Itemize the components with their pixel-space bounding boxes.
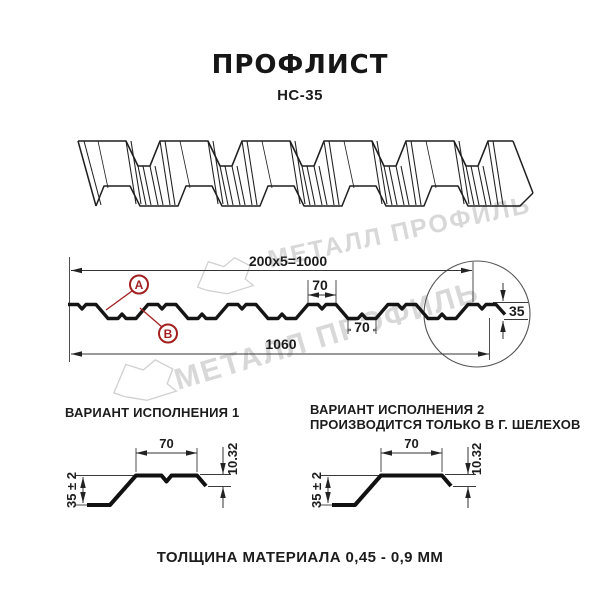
callout-a: А bbox=[105, 274, 149, 311]
dim-height: 35 bbox=[509, 303, 525, 319]
variant-dimension-lines bbox=[80, 447, 471, 508]
callout-a-leader bbox=[105, 290, 133, 311]
variant1-dim-top: 70 bbox=[159, 436, 173, 451]
variant-extension-lines bbox=[75, 448, 476, 506]
dimension-lines bbox=[71, 267, 506, 357]
variant1-title: ВАРИАНТ ИСПОЛНЕНИЯ 1 bbox=[65, 405, 240, 420]
callout-b-circle bbox=[158, 323, 178, 344]
callout-b-leader bbox=[139, 307, 163, 328]
variant1-dim-height: 35 ± 2 bbox=[64, 472, 79, 508]
profile-cross-section bbox=[68, 302, 507, 321]
variant1-profile bbox=[87, 473, 208, 507]
extension-lines bbox=[69, 257, 528, 362]
variant2-title: ВАРИАНТ ИСПОЛНЕНИЯ 2 ПРОИЗВОДИТСЯ ТОЛЬКО… bbox=[310, 402, 581, 432]
variant2-title-line2: ПРОИЗВОДИТСЯ ТОЛЬКО В Г. ШЕЛЕХОВ bbox=[310, 417, 581, 432]
sheet-3d-drawing bbox=[77, 140, 534, 207]
point-a-label: А bbox=[135, 278, 144, 292]
variant2-profile bbox=[332, 473, 453, 507]
variant-drawings: 70 35 ± 2 10.32 70 35 ± 2 10.32 bbox=[64, 436, 484, 508]
dim-overall-width: 1060 bbox=[265, 336, 296, 352]
variant2-dim-step: 10.32 bbox=[469, 443, 484, 476]
callout-b: В bbox=[139, 307, 178, 344]
dim-rib-top: 70 bbox=[312, 277, 328, 293]
variant2-title-line1: ВАРИАНТ ИСПОЛНЕНИЯ 2 bbox=[310, 402, 485, 417]
variant2-dim-top: 70 bbox=[404, 436, 418, 451]
profile-code: НС-35 bbox=[277, 87, 323, 104]
metall-profil-logo-icon bbox=[112, 359, 178, 402]
dim-pitch-total: 200x5=1000 bbox=[249, 253, 327, 269]
metall-profil-logo-icon bbox=[196, 256, 255, 295]
point-b-label: В bbox=[164, 327, 173, 341]
watermark-layer: МЕТАЛЛ ПРОФИЛЬ МЕТАЛЛ ПРОФИЛЬ bbox=[112, 191, 534, 402]
dim-text-backing bbox=[351, 321, 373, 333]
watermark-text: МЕТАЛЛ ПРОФИЛЬ bbox=[171, 275, 484, 396]
material-thickness-note: ТОЛЩИНА МАТЕРИАЛА 0,45 - 0,9 ММ bbox=[156, 549, 444, 566]
dim-rib-bottom: 70 bbox=[354, 319, 370, 335]
page-title: ПРОФЛИСТ bbox=[211, 50, 389, 80]
variant2-dim-height: 35 ± 2 bbox=[309, 472, 324, 508]
variant1-dim-step: 10.32 bbox=[225, 443, 240, 476]
cross-section-drawing: 200x5=1000 1060 70 70 35 А В bbox=[68, 253, 531, 368]
callout-a-circle bbox=[129, 274, 149, 295]
